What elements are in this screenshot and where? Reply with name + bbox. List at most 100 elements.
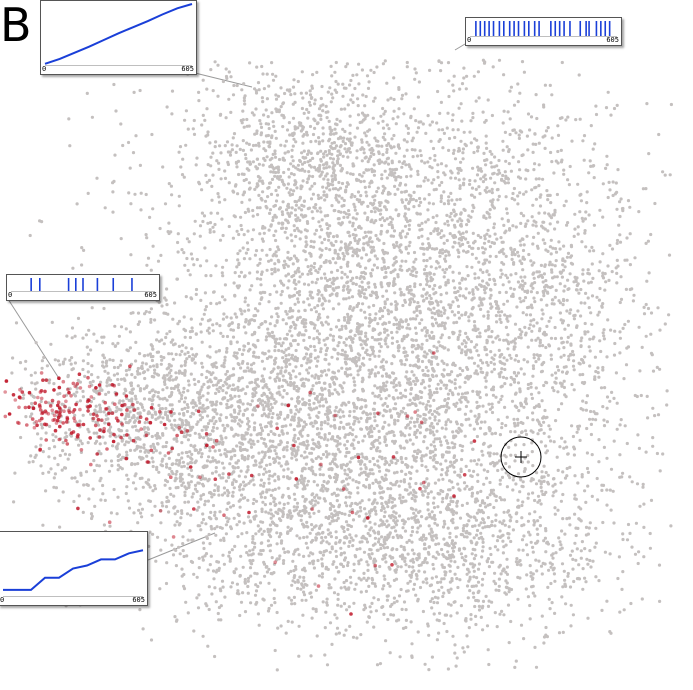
scatter-point	[207, 331, 211, 335]
scatter-point	[337, 194, 341, 198]
scatter-point	[323, 237, 327, 241]
scatter-point	[405, 440, 409, 444]
scatter-point	[31, 460, 35, 464]
scatter-point	[493, 282, 497, 286]
scatter-point	[506, 218, 510, 222]
scatter-point	[553, 227, 557, 231]
scatter-point	[165, 303, 169, 307]
scatter-point	[186, 611, 190, 615]
scatter-point	[326, 90, 330, 94]
scatter-point	[447, 195, 451, 199]
scatter-point	[372, 99, 376, 103]
scatter-point	[409, 506, 413, 510]
scatter-point	[466, 240, 470, 245]
scatter-point	[181, 390, 186, 394]
scatter-point	[281, 114, 285, 118]
scatter-point	[418, 321, 422, 325]
scatter-point	[557, 240, 561, 244]
scatter-point	[353, 135, 357, 139]
scatter-point	[126, 477, 130, 481]
scatter-point	[588, 349, 592, 353]
scatter-point	[338, 425, 342, 430]
scatter-point	[533, 132, 537, 136]
scatter-point	[316, 193, 320, 197]
scatter-point	[165, 398, 169, 402]
scatter-point	[418, 184, 423, 188]
scatter-point	[370, 290, 374, 294]
scatter-point	[364, 343, 368, 347]
scatter-point	[170, 89, 175, 93]
scatter-point	[68, 358, 72, 362]
scatter-point	[549, 252, 553, 256]
scatter-point	[298, 315, 302, 319]
scatter-point	[264, 204, 268, 209]
scatter-point	[338, 152, 342, 157]
scatter-point	[341, 127, 345, 131]
scatter-point	[330, 243, 334, 247]
scatter-point	[337, 369, 341, 373]
scatter-point	[499, 397, 503, 402]
scatter-point	[287, 121, 291, 125]
scatter-point	[592, 176, 596, 180]
scatter-point	[73, 476, 77, 480]
scatter-point	[578, 210, 582, 214]
scatter-point	[246, 576, 251, 581]
scatter-point	[259, 196, 263, 201]
scatter-point	[399, 457, 403, 461]
scatter-point	[334, 144, 339, 148]
scatter-point	[419, 395, 423, 400]
scatter-point	[615, 427, 619, 431]
scatter-point	[328, 284, 332, 288]
scatter-point	[296, 342, 300, 346]
scatter-point	[642, 525, 646, 530]
scatter-point	[440, 248, 444, 252]
scatter-point	[405, 232, 410, 236]
scatter-point	[279, 464, 283, 468]
scatter-point	[341, 82, 345, 86]
scatter-point	[380, 455, 384, 459]
scatter-point	[455, 401, 459, 405]
scatter-point	[432, 433, 436, 437]
scatter-point	[665, 389, 669, 393]
scatter-point	[216, 94, 220, 98]
scatter-point	[236, 252, 240, 256]
scatter-point	[453, 313, 457, 317]
scatter-point	[399, 430, 403, 434]
scatter-point	[356, 440, 361, 444]
scatter-point	[550, 93, 554, 97]
scatter-point	[351, 254, 355, 258]
scatter-point	[385, 176, 389, 180]
scatter-point	[248, 271, 252, 275]
scatter-point	[519, 332, 523, 337]
scatter-point	[189, 317, 193, 321]
scatter-point	[345, 251, 349, 255]
scatter-point	[486, 228, 490, 232]
scatter-point	[519, 401, 523, 405]
scatter-point	[281, 101, 286, 105]
scatter-point	[239, 483, 243, 487]
scatter-point	[367, 230, 371, 234]
scatter-point	[442, 202, 446, 206]
scatter-point	[114, 109, 118, 113]
scatter-point	[319, 264, 323, 268]
scatter-point	[498, 171, 502, 175]
scatter-point	[433, 447, 437, 452]
scatter-point	[661, 452, 665, 456]
scatter-point	[350, 295, 355, 299]
scatter-point	[485, 146, 489, 150]
scatter-point	[348, 123, 352, 127]
scatter-point	[482, 241, 487, 245]
scatter-point	[274, 188, 278, 193]
scatter-point	[521, 268, 525, 272]
scatter-point	[386, 345, 390, 349]
scatter-point	[242, 178, 246, 183]
scatter-point	[259, 133, 263, 137]
scatter-point	[611, 489, 615, 493]
scatter-point	[464, 376, 468, 380]
scatter-point	[600, 488, 604, 492]
scatter-point	[40, 359, 45, 363]
scatter-point	[167, 221, 171, 225]
scatter-point	[437, 412, 441, 416]
scatter-point	[531, 242, 535, 246]
scatter-point	[336, 82, 340, 86]
